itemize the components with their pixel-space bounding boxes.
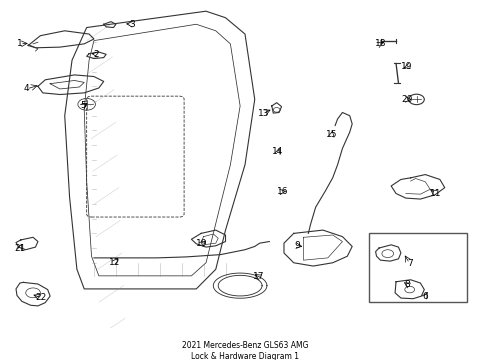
Text: 2021 Mercedes-Benz GLS63 AMG
Lock & Hardware Diagram 1: 2021 Mercedes-Benz GLS63 AMG Lock & Hard… <box>182 341 308 360</box>
Text: 12: 12 <box>109 258 121 267</box>
Text: 1: 1 <box>17 39 23 48</box>
Bar <box>369 233 466 302</box>
Text: 19: 19 <box>401 62 413 71</box>
Text: 9: 9 <box>294 241 300 250</box>
Text: 15: 15 <box>326 130 338 139</box>
Text: 13: 13 <box>258 109 270 118</box>
Text: 6: 6 <box>422 292 428 301</box>
Text: 21: 21 <box>14 244 25 253</box>
Text: 4: 4 <box>24 85 29 94</box>
Text: 17: 17 <box>253 272 265 281</box>
Text: 3: 3 <box>129 20 135 29</box>
Text: 5: 5 <box>80 102 86 111</box>
Text: 7: 7 <box>407 259 413 268</box>
Text: 22: 22 <box>36 293 47 302</box>
Text: 18: 18 <box>375 39 386 48</box>
Text: 11: 11 <box>430 189 442 198</box>
Text: 10: 10 <box>196 239 208 248</box>
Text: 20: 20 <box>402 95 413 104</box>
Text: 2: 2 <box>94 50 99 59</box>
Text: 8: 8 <box>405 280 411 289</box>
Text: 16: 16 <box>277 187 289 196</box>
Text: 14: 14 <box>272 147 284 156</box>
